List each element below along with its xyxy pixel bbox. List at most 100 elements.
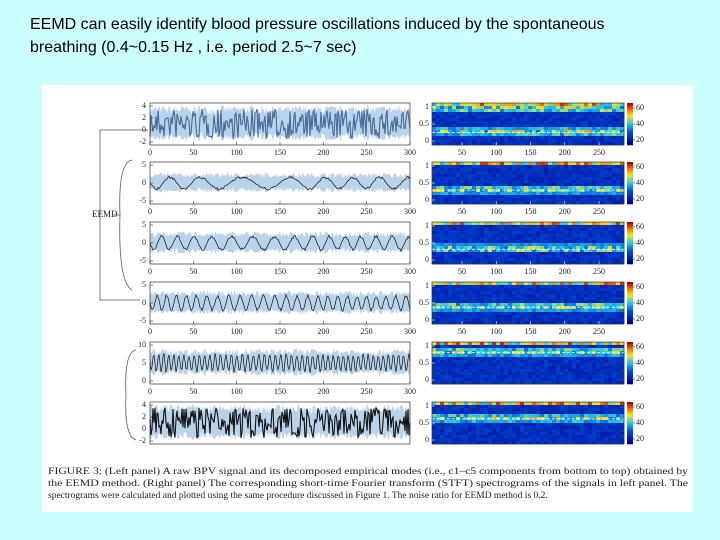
x-tick-label: 250: [593, 207, 605, 216]
spectrogram-cell: [612, 297, 617, 301]
spectrogram-cell: [488, 261, 493, 265]
spectrogram-cell: [512, 297, 517, 301]
spectrogram-cell: [476, 303, 481, 307]
spectrogram-cell: [532, 115, 537, 119]
spectrogram-cell: [508, 231, 513, 235]
spectrogram-cell: [476, 348, 481, 352]
spectrogram-cell: [480, 133, 485, 137]
spectrogram-cell: [564, 246, 569, 250]
spectrogram-cell: [604, 438, 609, 442]
colorbar-cell: [627, 350, 633, 353]
spectrogram-cell: [520, 375, 525, 379]
spectrogram-cell: [588, 136, 593, 140]
spectrogram-cell: [456, 426, 461, 430]
spectrogram-cell: [564, 249, 569, 253]
spectrogram-cell: [544, 366, 549, 370]
spectrogram-cell: [556, 288, 561, 292]
spectrogram-cell: [508, 294, 513, 298]
spectrogram-cell: [432, 186, 437, 190]
spectrogram-cell: [520, 354, 525, 358]
spectrogram-cell: [444, 228, 449, 232]
spectrogram-cell: [480, 381, 485, 385]
spectrogram-cell: [468, 130, 473, 134]
spectrogram-cell: [464, 127, 469, 131]
spectrogram-cell: [592, 411, 597, 415]
spectrogram-cell: [588, 198, 593, 202]
spectrogram-cell: [512, 171, 517, 175]
spectrogram-cell: [452, 118, 457, 122]
spectrogram-cell: [556, 402, 561, 406]
spectrogram-cell: [480, 121, 485, 125]
spectrogram-cell: [580, 186, 585, 190]
spectrogram-cell: [620, 106, 625, 110]
spectrogram-cell: [596, 369, 601, 373]
spectrogram-cell: [592, 414, 597, 418]
colorbar-cell: [627, 176, 633, 180]
spectrogram-cell: [568, 432, 573, 436]
spectrogram-cell: [492, 171, 497, 175]
spectrogram-cell: [612, 345, 617, 349]
spectrogram-cell: [600, 366, 605, 370]
colorbar-cell: [627, 226, 633, 229]
spectrogram-cell: [576, 225, 581, 229]
spectrogram-cell: [568, 375, 573, 379]
spectrogram-cell: [528, 426, 533, 430]
spectrogram-cell: [468, 417, 473, 421]
spectrogram-cell: [592, 402, 597, 406]
spectrogram-cell: [436, 294, 441, 298]
x-tick-label: 150: [274, 387, 286, 396]
spectrogram-cell: [576, 249, 581, 253]
spectrogram-cell: [588, 438, 593, 442]
spectrogram-cell: [464, 402, 469, 406]
spectrogram-cell: [484, 300, 489, 304]
spectrogram-cell: [584, 192, 589, 196]
spectrogram-cell: [460, 177, 465, 181]
spectrogram-cell: [556, 118, 561, 122]
spectrogram-cell: [588, 127, 593, 131]
spectrogram-cell: [452, 342, 457, 346]
spectrogram-cell: [472, 249, 477, 253]
spectrogram-cell: [596, 420, 601, 424]
spectrogram-cell: [612, 408, 617, 412]
spectrogram-cell: [616, 402, 621, 406]
spectrogram-cell: [468, 300, 473, 304]
spectrogram-cell: [528, 109, 533, 113]
spectrogram-cell: [592, 109, 597, 113]
spectrogram-cell: [536, 381, 541, 385]
spectrogram-cell: [588, 168, 593, 172]
spectrogram-cell: [572, 246, 577, 250]
colorbar-cell: [627, 282, 633, 285]
spectrogram-cell: [532, 420, 537, 424]
spectrogram-cell: [584, 441, 589, 445]
spectrogram-cell: [492, 438, 497, 442]
spectrogram-cell: [464, 351, 469, 355]
spectrogram-cell: [444, 124, 449, 128]
spectrogram-cell: [508, 342, 513, 346]
spectrogram-cell: [520, 237, 525, 241]
spectrogram-cell: [460, 246, 465, 250]
spectrogram-cell: [452, 246, 457, 250]
spectrogram-cell: [600, 369, 605, 373]
spectrogram-cell: [584, 348, 589, 352]
signal-band: [150, 231, 410, 254]
spectrogram-cell: [556, 133, 561, 137]
spectrogram-cell: [464, 369, 469, 373]
spectrogram-cell: [556, 237, 561, 241]
spectrogram-cell: [464, 249, 469, 253]
spectrogram-cell: [516, 258, 521, 262]
spectrogram-cell: [592, 106, 597, 110]
spectrogram-cell: [532, 177, 537, 181]
spectrogram-cell: [436, 429, 441, 433]
spectrogram-cell: [568, 118, 573, 122]
spectrogram-cell: [488, 429, 493, 433]
spectrogram-cell: [484, 303, 489, 307]
spectrogram-cell: [568, 258, 573, 262]
colorbar-cell: [627, 115, 633, 118]
spectrogram-cell: [472, 255, 477, 259]
spectrogram-cell: [560, 133, 565, 137]
spectrogram-cell: [460, 426, 465, 430]
spectrogram-cell: [440, 225, 445, 229]
spectrogram-cell: [524, 372, 529, 376]
spectrogram-cell: [620, 174, 625, 178]
spectrogram-cell: [488, 162, 493, 166]
